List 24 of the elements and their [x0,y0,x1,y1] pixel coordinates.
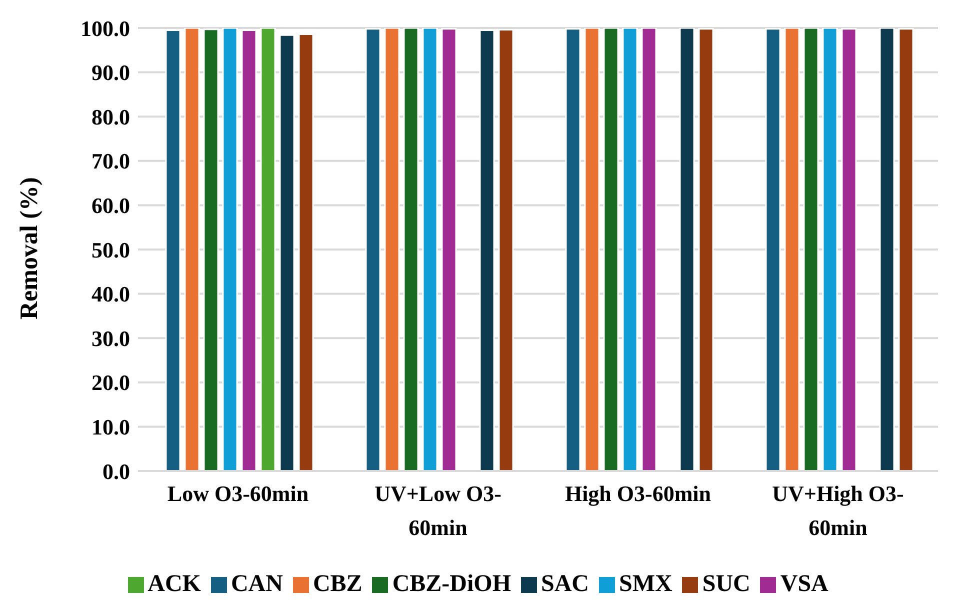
y-tick-label: 10.0 [92,414,130,440]
y-tick-label: 90.0 [92,60,130,86]
legend-label: CBZ-DiOH [392,571,511,597]
x-tick-label: High O3-60min [564,481,712,506]
legend-label: CBZ [312,571,362,597]
y-tick-label: 70.0 [92,148,130,174]
y-tick-label: 60.0 [92,193,130,218]
legend-label: VSA [780,571,828,597]
y-axis-title: Removal (%) [16,177,43,320]
y-tick-label: 100.0 [80,16,130,41]
x-tick-label: Low O3-60min [167,481,309,506]
legend-label: SAC [541,571,590,597]
y-tick-label: 20.0 [92,370,130,396]
y-tick-label: 80.0 [92,104,130,130]
legend-label: CAN [230,571,283,597]
y-tick-label: 50.0 [92,237,130,262]
y-tick-label: 40.0 [92,282,130,307]
y-tick-label: 0.0 [102,458,130,484]
x-tick-label: UV+Low O3-60min [374,481,502,540]
legend-label: ACK [148,571,201,597]
legend-label: SMX [619,571,672,597]
x-tick-label: UV+High O3-60min [772,481,904,540]
y-tick-label: 30.0 [92,326,130,351]
legend-label: SUC [702,571,750,597]
